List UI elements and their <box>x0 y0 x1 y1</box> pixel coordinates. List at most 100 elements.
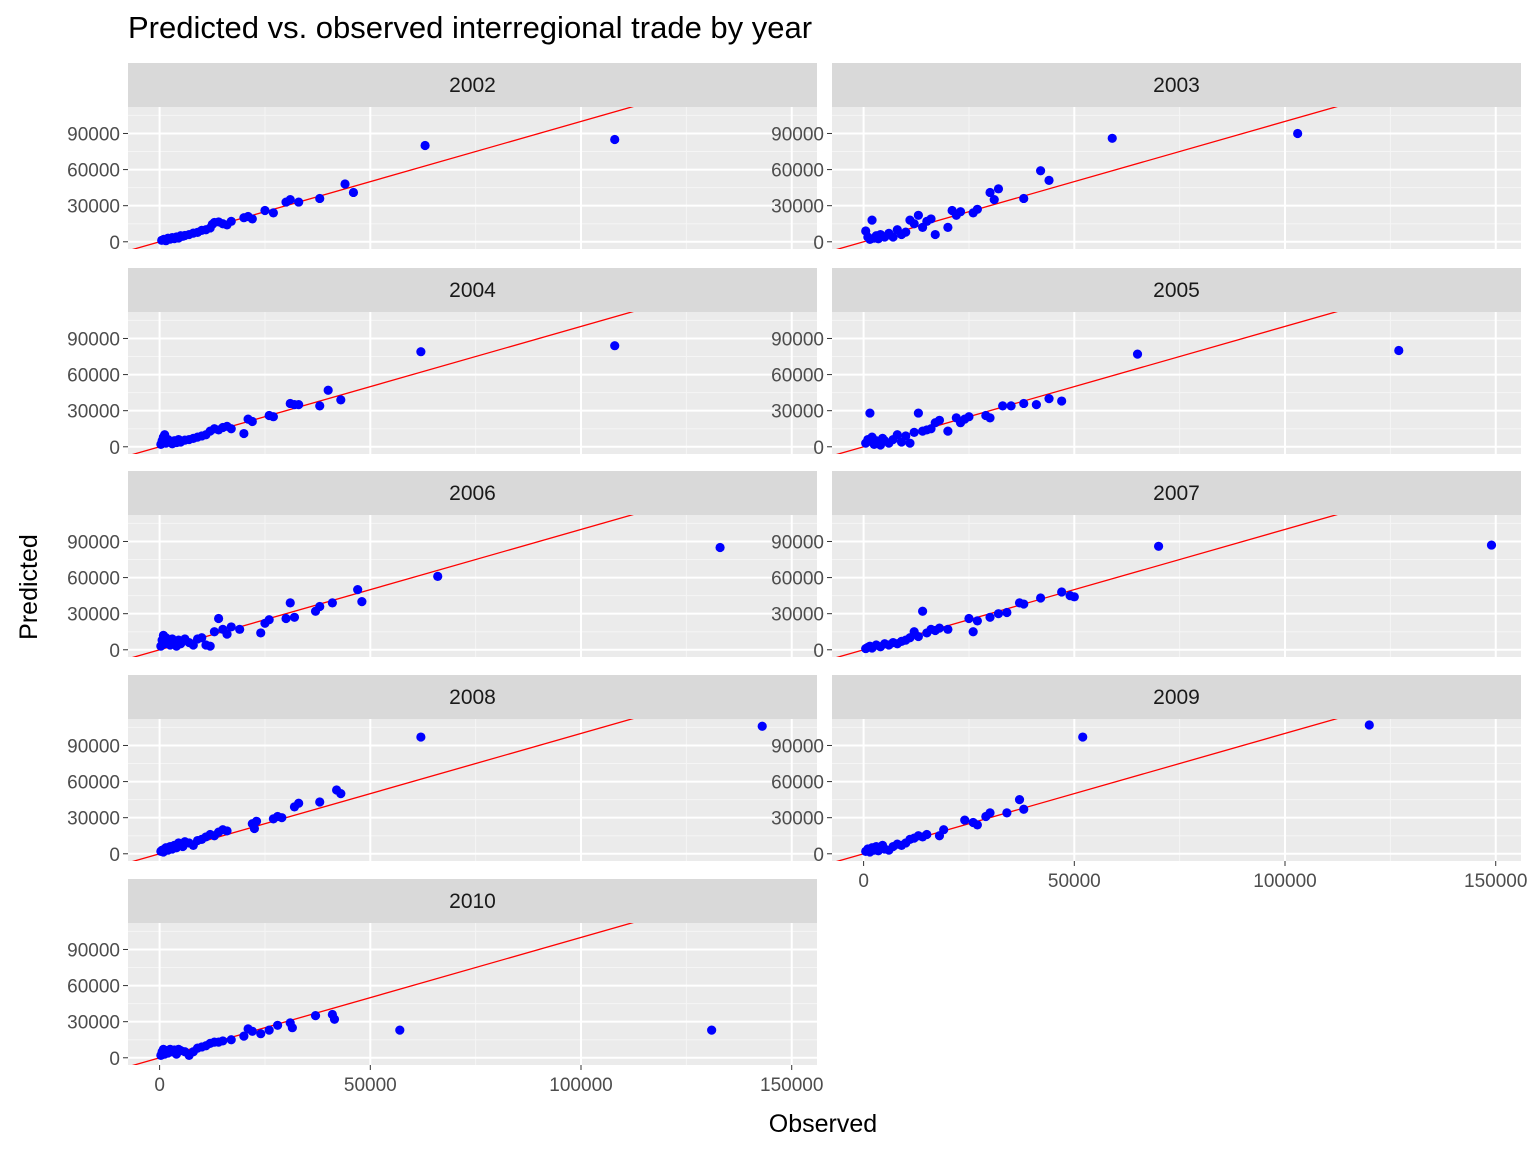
data-point <box>222 629 232 639</box>
y-tick-label: 90000 <box>771 329 824 350</box>
x-axis-title: Observed <box>769 1110 877 1138</box>
facet-panel-2010: 2010 <box>128 879 817 1065</box>
y-tick-label: 0 <box>813 233 824 254</box>
y-tick-label: 60000 <box>771 161 824 182</box>
data-point <box>901 431 911 441</box>
data-point <box>264 1025 274 1035</box>
data-point <box>315 401 325 411</box>
strip-label: 2006 <box>449 482 496 505</box>
data-point <box>235 624 245 634</box>
panel-background <box>832 312 1521 454</box>
y-tick-label: 90000 <box>771 124 824 145</box>
strip-label: 2010 <box>449 890 496 913</box>
data-point <box>985 808 995 818</box>
data-point <box>1132 349 1143 359</box>
panel-background <box>832 719 1521 861</box>
y-tick-label: 30000 <box>771 402 824 423</box>
x-tick-label: 150000 <box>760 1075 823 1096</box>
data-point <box>1019 599 1029 609</box>
strip-background <box>832 63 1521 107</box>
y-tick-label: 0 <box>109 845 120 866</box>
data-point <box>707 1025 717 1035</box>
data-point <box>960 815 970 825</box>
strip-label: 2002 <box>449 74 496 97</box>
y-tick-label: 0 <box>813 845 824 866</box>
data-point <box>993 184 1004 194</box>
data-point <box>909 427 919 437</box>
data-point <box>294 400 304 410</box>
y-tick-label: 0 <box>109 1049 120 1070</box>
strip-background <box>128 268 817 312</box>
data-point <box>993 609 1004 619</box>
data-point <box>1044 175 1054 186</box>
data-point <box>289 612 300 622</box>
x-tick-label: 150000 <box>1464 871 1527 892</box>
data-point <box>268 412 278 422</box>
data-point <box>1069 592 1079 602</box>
data-point <box>260 205 270 216</box>
data-point <box>909 219 919 229</box>
data-point <box>943 624 953 634</box>
data-point <box>1035 166 1046 176</box>
y-tick-label: 30000 <box>67 197 120 218</box>
y-tick-label: 60000 <box>771 366 824 387</box>
data-point <box>1078 732 1088 742</box>
data-point <box>930 229 940 240</box>
data-point <box>222 826 232 836</box>
data-point <box>865 408 875 418</box>
data-point <box>943 426 953 436</box>
y-tick-label: 90000 <box>67 124 120 145</box>
data-point <box>939 825 949 835</box>
data-point <box>1107 133 1117 143</box>
facet-panel-2004: 2004 <box>128 268 817 454</box>
x-tick-label: 50000 <box>344 1075 397 1096</box>
strip-label: 2009 <box>1153 686 1200 709</box>
data-point <box>336 789 346 799</box>
data-point <box>285 195 295 205</box>
data-point <box>985 612 995 622</box>
data-point <box>239 1031 249 1041</box>
x-tick-label: 100000 <box>1253 871 1316 892</box>
y-tick-label: 30000 <box>771 197 824 218</box>
data-point <box>294 197 304 207</box>
y-tick-label: 30000 <box>67 605 120 626</box>
data-point <box>918 606 928 616</box>
y-tick-label: 60000 <box>67 366 120 387</box>
data-point <box>1006 401 1016 411</box>
panel-background <box>128 719 817 861</box>
y-axis-title: Predicted <box>15 534 43 640</box>
data-point <box>247 214 257 224</box>
data-point <box>294 798 304 808</box>
data-point <box>1153 541 1164 551</box>
facet-panel-2002: 2002 <box>128 63 817 249</box>
strip-background <box>128 879 817 923</box>
data-point <box>357 597 367 607</box>
strip-label: 2008 <box>449 686 496 709</box>
panel-background <box>832 107 1521 249</box>
y-tick-label: 30000 <box>771 809 824 830</box>
data-point <box>416 732 426 742</box>
data-point <box>913 210 923 220</box>
data-point <box>757 721 767 731</box>
data-point <box>901 227 911 237</box>
y-tick-label: 30000 <box>771 605 824 626</box>
data-point <box>985 187 995 198</box>
y-tick-label: 60000 <box>771 773 824 794</box>
data-point <box>1044 394 1054 404</box>
data-point <box>268 208 278 218</box>
axes-layer: 0 30000 60000 90000 0 30000 60000 90000 0 30000 60… <box>67 124 1527 1096</box>
y-tick-label: 90000 <box>67 736 120 757</box>
y-tick-label: 0 <box>109 438 120 459</box>
data-point <box>998 401 1008 411</box>
data-point <box>968 627 978 637</box>
data-point <box>1019 398 1029 409</box>
data-point <box>964 613 974 624</box>
y-tick-label: 30000 <box>67 402 120 423</box>
data-point <box>256 1029 266 1039</box>
data-point <box>197 633 207 643</box>
strip-background <box>832 675 1521 719</box>
data-point <box>610 134 620 145</box>
y-tick-label: 0 <box>109 641 120 662</box>
data-point <box>327 598 337 608</box>
data-point <box>1486 540 1497 550</box>
